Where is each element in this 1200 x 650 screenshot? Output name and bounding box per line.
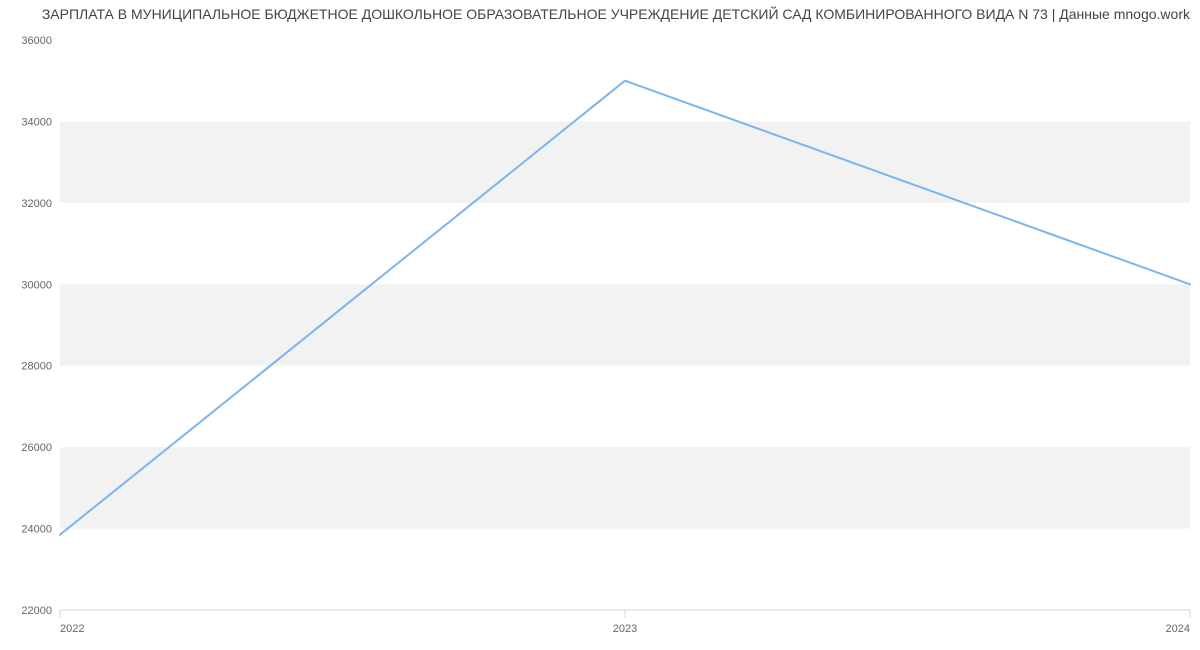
chart-title: ЗАРПЛАТА В МУНИЦИПАЛЬНОЕ БЮДЖЕТНОЕ ДОШКО…: [0, 6, 1190, 22]
svg-text:2024: 2024: [1166, 623, 1190, 635]
svg-text:36000: 36000: [21, 35, 52, 47]
svg-text:26000: 26000: [21, 442, 52, 454]
chart-svg: 22000 24000 26000 28000 30000 32000 34000 36000…: [0, 0, 1200, 650]
svg-text:2023: 2023: [613, 623, 637, 635]
svg-text:24000: 24000: [21, 524, 52, 536]
svg-text:32000: 32000: [21, 198, 52, 210]
svg-text:34000: 34000: [21, 116, 52, 128]
svg-text:28000: 28000: [21, 361, 52, 373]
svg-text:22000: 22000: [21, 605, 52, 617]
svg-text:30000: 30000: [21, 279, 52, 291]
svg-text:2022: 2022: [60, 623, 84, 635]
chart-container: ЗАРПЛАТА В МУНИЦИПАЛЬНОЕ БЮДЖЕТНОЕ ДОШКО…: [0, 0, 1200, 650]
